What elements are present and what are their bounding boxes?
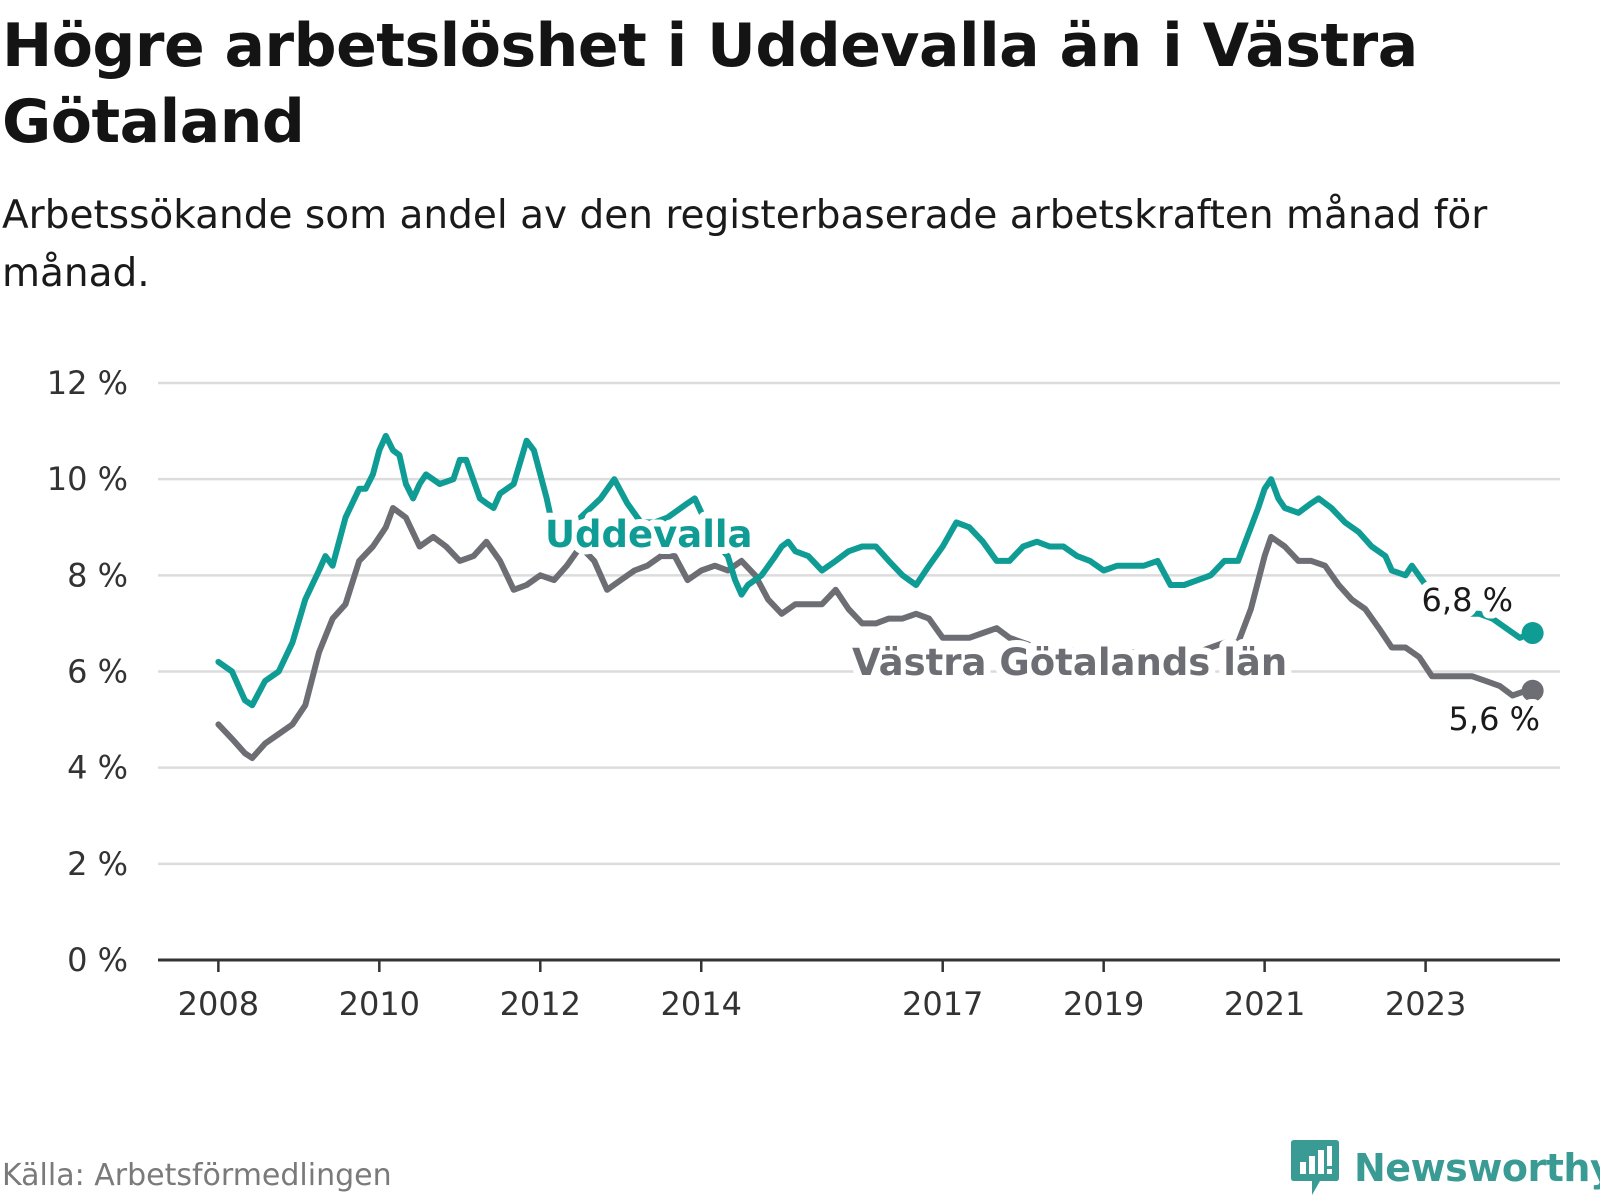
y-axis: 0 % 2 % 4 % 6 % 8 % 10 % 12 % [47, 364, 128, 979]
series-line-vastra-gotaland [215, 505, 1536, 761]
series-lines [215, 432, 1544, 761]
series-label-uddevalla: Uddevalla [545, 513, 753, 556]
chart-title: Högre arbetslöshet i Uddevalla än i Väst… [2, 11, 1418, 157]
brand-logo[interactable]: Newsworthy [1290, 1138, 1600, 1198]
y-tick-label: 10 % [47, 460, 128, 498]
series-line-uddevalla [215, 432, 1536, 709]
x-tick-label: 2023 [1385, 985, 1466, 1023]
gridlines [158, 381, 1560, 866]
end-value-uddevalla: 6,8 % [1422, 581, 1513, 619]
y-tick-label: 8 % [67, 556, 128, 594]
x-axis: 2008 2010 2012 2014 2017 2019 2021 2023 [158, 958, 1560, 1023]
newsworthy-icon [1291, 1140, 1339, 1195]
series-label-vastra-gotaland: Västra Götalands län [852, 641, 1287, 684]
x-tick-label: 2014 [661, 985, 742, 1023]
y-tick-label: 4 % [67, 749, 128, 787]
brand-name: Newsworthy [1354, 1146, 1600, 1190]
x-tick-label: 2021 [1224, 985, 1305, 1023]
chart-subtitle: Arbetssökande som andel av den registerb… [2, 193, 1488, 296]
x-tick-label: 2017 [902, 985, 983, 1023]
end-point-uddevalla [1521, 622, 1544, 645]
end-point-vastra-gotaland [1521, 679, 1544, 702]
y-tick-label: 2 % [67, 845, 128, 883]
source-note: Källa: Arbetsförmedlingen [2, 1158, 392, 1193]
y-tick-label: 0 % [67, 941, 128, 979]
x-tick-label: 2010 [339, 985, 420, 1023]
end-value-vastra-gotaland: 5,6 % [1449, 700, 1540, 738]
y-tick-label: 12 % [47, 364, 128, 402]
x-tick-label: 2008 [178, 985, 259, 1023]
y-tick-label: 6 % [67, 653, 128, 691]
x-tick-label: 2019 [1063, 985, 1144, 1023]
x-tick-label: 2012 [500, 985, 581, 1023]
